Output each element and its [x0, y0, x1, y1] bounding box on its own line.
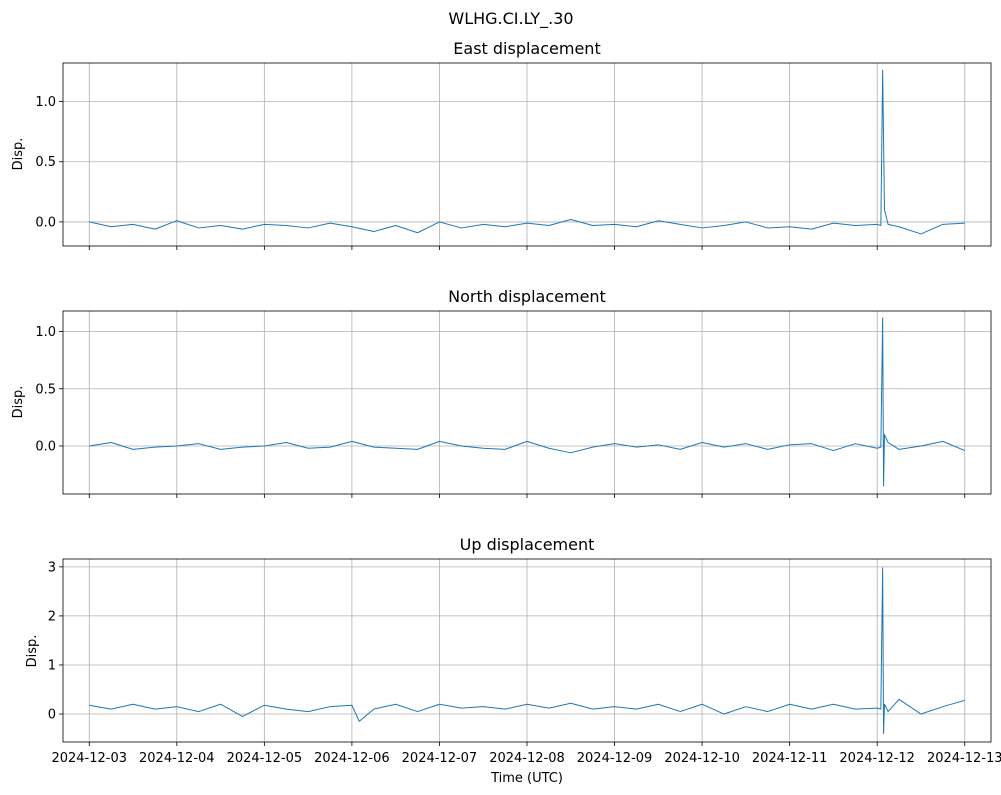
east-y-axis-label: Disp. [11, 138, 26, 171]
x-tick-label: 2024-12-04 [139, 751, 215, 766]
x-tick-label: 2024-12-08 [489, 751, 565, 766]
y-tick-label: 3 [48, 560, 56, 575]
y-tick-label: 1.0 [35, 95, 56, 110]
axes-frame [62, 62, 992, 247]
east-displacement-panel: East displacement Disp. 0.0 0.5 1.0 [11, 39, 992, 250]
north-panel-title: North displacement [448, 287, 606, 306]
north-displacement-panel: North displacement Disp. 0.0 0.5 1.0 [11, 287, 992, 498]
axes-frame [62, 310, 992, 495]
x-tick-label: 2024-12-11 [752, 751, 828, 766]
up-y-axis-label: Disp. [25, 635, 40, 668]
x-axis-label: Time (UTC) [490, 771, 563, 786]
up-displacement-panel: Up displacement Disp. Time (UTC) 0 1 2 3 202… [25, 535, 1001, 786]
y-tick-label: 1 [48, 658, 56, 673]
figure-title: WLHG.CI.LY_.30 [448, 9, 573, 29]
axes-frame [62, 558, 992, 743]
x-tick-label: 2024-12-03 [51, 751, 127, 766]
x-tick-label: 2024-12-05 [227, 751, 303, 766]
y-tick-label: 0.0 [35, 439, 56, 454]
y-tick-label: 0.5 [35, 382, 56, 397]
displacement-series-line [89, 317, 965, 487]
y-tick-label: 1.0 [35, 325, 56, 340]
x-tick-label: 2024-12-13 [927, 751, 1001, 766]
x-tick-label: 2024-12-10 [664, 751, 740, 766]
east-panel-title: East displacement [453, 39, 600, 58]
x-tick-label: 2024-12-06 [314, 751, 390, 766]
north-y-axis-label: Disp. [11, 386, 26, 419]
y-tick-label: 0.0 [35, 215, 56, 230]
displacement-series-line [89, 567, 965, 735]
up-panel-title: Up displacement [460, 535, 595, 554]
x-tick-label: 2024-12-07 [402, 751, 478, 766]
y-tick-label: 0 [48, 708, 56, 723]
displacement-series-line [89, 69, 965, 235]
x-tick-label: 2024-12-12 [839, 751, 915, 766]
y-tick-label: 0.5 [35, 155, 56, 170]
x-tick-label: 2024-12-09 [577, 751, 653, 766]
y-tick-label: 2 [48, 609, 56, 624]
